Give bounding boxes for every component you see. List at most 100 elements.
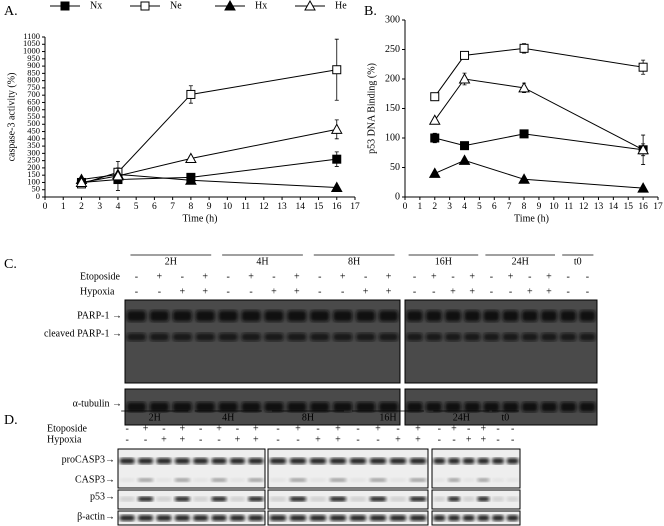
- band: [211, 478, 227, 482]
- x-tick-label: 0: [43, 202, 48, 212]
- treatment-sign: +: [546, 271, 552, 282]
- data-point: [638, 62, 648, 72]
- treatment-sign: +: [202, 271, 208, 282]
- band: [248, 496, 264, 502]
- treatment-sign: +: [469, 286, 475, 297]
- band: [264, 310, 284, 322]
- x-tick-label: 15: [314, 202, 324, 212]
- y-tick-label: 100: [27, 176, 40, 186]
- band: [126, 310, 147, 322]
- treatment-sign: -: [467, 423, 470, 434]
- band: [389, 496, 407, 502]
- treatment-sign: -: [318, 286, 321, 297]
- band: [309, 496, 327, 502]
- data-point: [460, 141, 470, 151]
- band: [289, 478, 307, 482]
- treatment-sign: +: [335, 423, 341, 434]
- legend-label: Hx: [255, 0, 267, 11]
- data-point: [185, 174, 197, 185]
- data-point: [518, 81, 530, 93]
- treatment-sign: -: [272, 271, 275, 282]
- band: [310, 402, 330, 412]
- series-line: [434, 78, 644, 151]
- series-line: [434, 47, 644, 97]
- data-point: [185, 152, 197, 163]
- treatment-sign: -: [496, 434, 499, 445]
- y-tick-label: 650: [27, 96, 40, 106]
- treatment-sign: +: [179, 286, 185, 297]
- band: [156, 515, 172, 521]
- y-tick-label: 0: [36, 191, 40, 201]
- band: [287, 333, 307, 341]
- band: [502, 333, 519, 341]
- y-tick-label: 950: [27, 53, 40, 63]
- treatment-sign: -: [452, 434, 455, 445]
- band: [192, 458, 209, 464]
- band: [349, 478, 367, 482]
- treatment-sign: +: [335, 434, 341, 445]
- x-tick-label: 14: [609, 202, 619, 212]
- treatment-sign: -: [318, 271, 321, 282]
- band: [156, 496, 172, 502]
- treatment-sign: +: [469, 271, 475, 282]
- x-tick-label: 7: [170, 202, 175, 212]
- band: [137, 496, 154, 502]
- blot-panel: [431, 510, 521, 526]
- series-line: [81, 69, 337, 185]
- x-axis-label: Time (h): [183, 213, 218, 224]
- data-point: [637, 182, 649, 193]
- band: [521, 310, 538, 322]
- treatment-label: Hypoxia: [47, 434, 82, 445]
- band: [269, 515, 287, 521]
- band: [464, 333, 481, 341]
- treatment-sign: +: [466, 434, 472, 445]
- blot-panel: [117, 510, 266, 526]
- treatment-sign: +: [363, 286, 369, 297]
- x-tick-label: 14: [296, 202, 306, 212]
- band: [309, 478, 327, 482]
- band: [229, 478, 246, 482]
- treatment-sign: +: [481, 423, 487, 434]
- band: [287, 402, 307, 412]
- band: [433, 458, 446, 464]
- blot-panel: [267, 510, 429, 526]
- treatment-sign: -: [496, 423, 499, 434]
- band: [409, 478, 427, 482]
- time-label: 4H: [256, 256, 268, 267]
- time-label: t0: [574, 256, 582, 267]
- band: [174, 515, 191, 521]
- x-tick-label: 16: [638, 202, 648, 212]
- data-point: [75, 176, 88, 187]
- band: [174, 458, 191, 464]
- panel-label: D.: [4, 413, 18, 428]
- band: [447, 458, 461, 464]
- x-tick-label: 10: [549, 202, 559, 212]
- treatment-sign: +: [415, 423, 421, 434]
- panel-label: B.: [364, 4, 377, 19]
- treatment-sign: +: [202, 286, 208, 297]
- data-point: [330, 123, 343, 134]
- legend-label: Ne: [170, 0, 182, 11]
- treatment-sign: +: [161, 434, 167, 445]
- band: [149, 402, 169, 412]
- y-tick-label: 700: [27, 89, 40, 99]
- band-label: CASP3→: [75, 474, 115, 485]
- x-tick-label: 11: [241, 202, 250, 212]
- band: [192, 478, 209, 482]
- treatment-sign: -: [396, 423, 399, 434]
- band: [287, 310, 307, 322]
- treatment-sign: +: [253, 423, 259, 434]
- x-tick-label: 2: [79, 202, 84, 212]
- band-label: p53→: [90, 491, 115, 502]
- band: [218, 333, 238, 341]
- x-tick-label: 13: [594, 202, 604, 212]
- treatment-sign: +: [157, 271, 163, 282]
- treatment-sign: +: [295, 423, 301, 434]
- x-tick-label: 17: [350, 202, 360, 212]
- data-point: [112, 169, 124, 181]
- treatment-sign: -: [528, 271, 531, 282]
- x-tick-label: 7: [507, 202, 512, 212]
- band: [389, 478, 407, 482]
- band: [119, 496, 135, 502]
